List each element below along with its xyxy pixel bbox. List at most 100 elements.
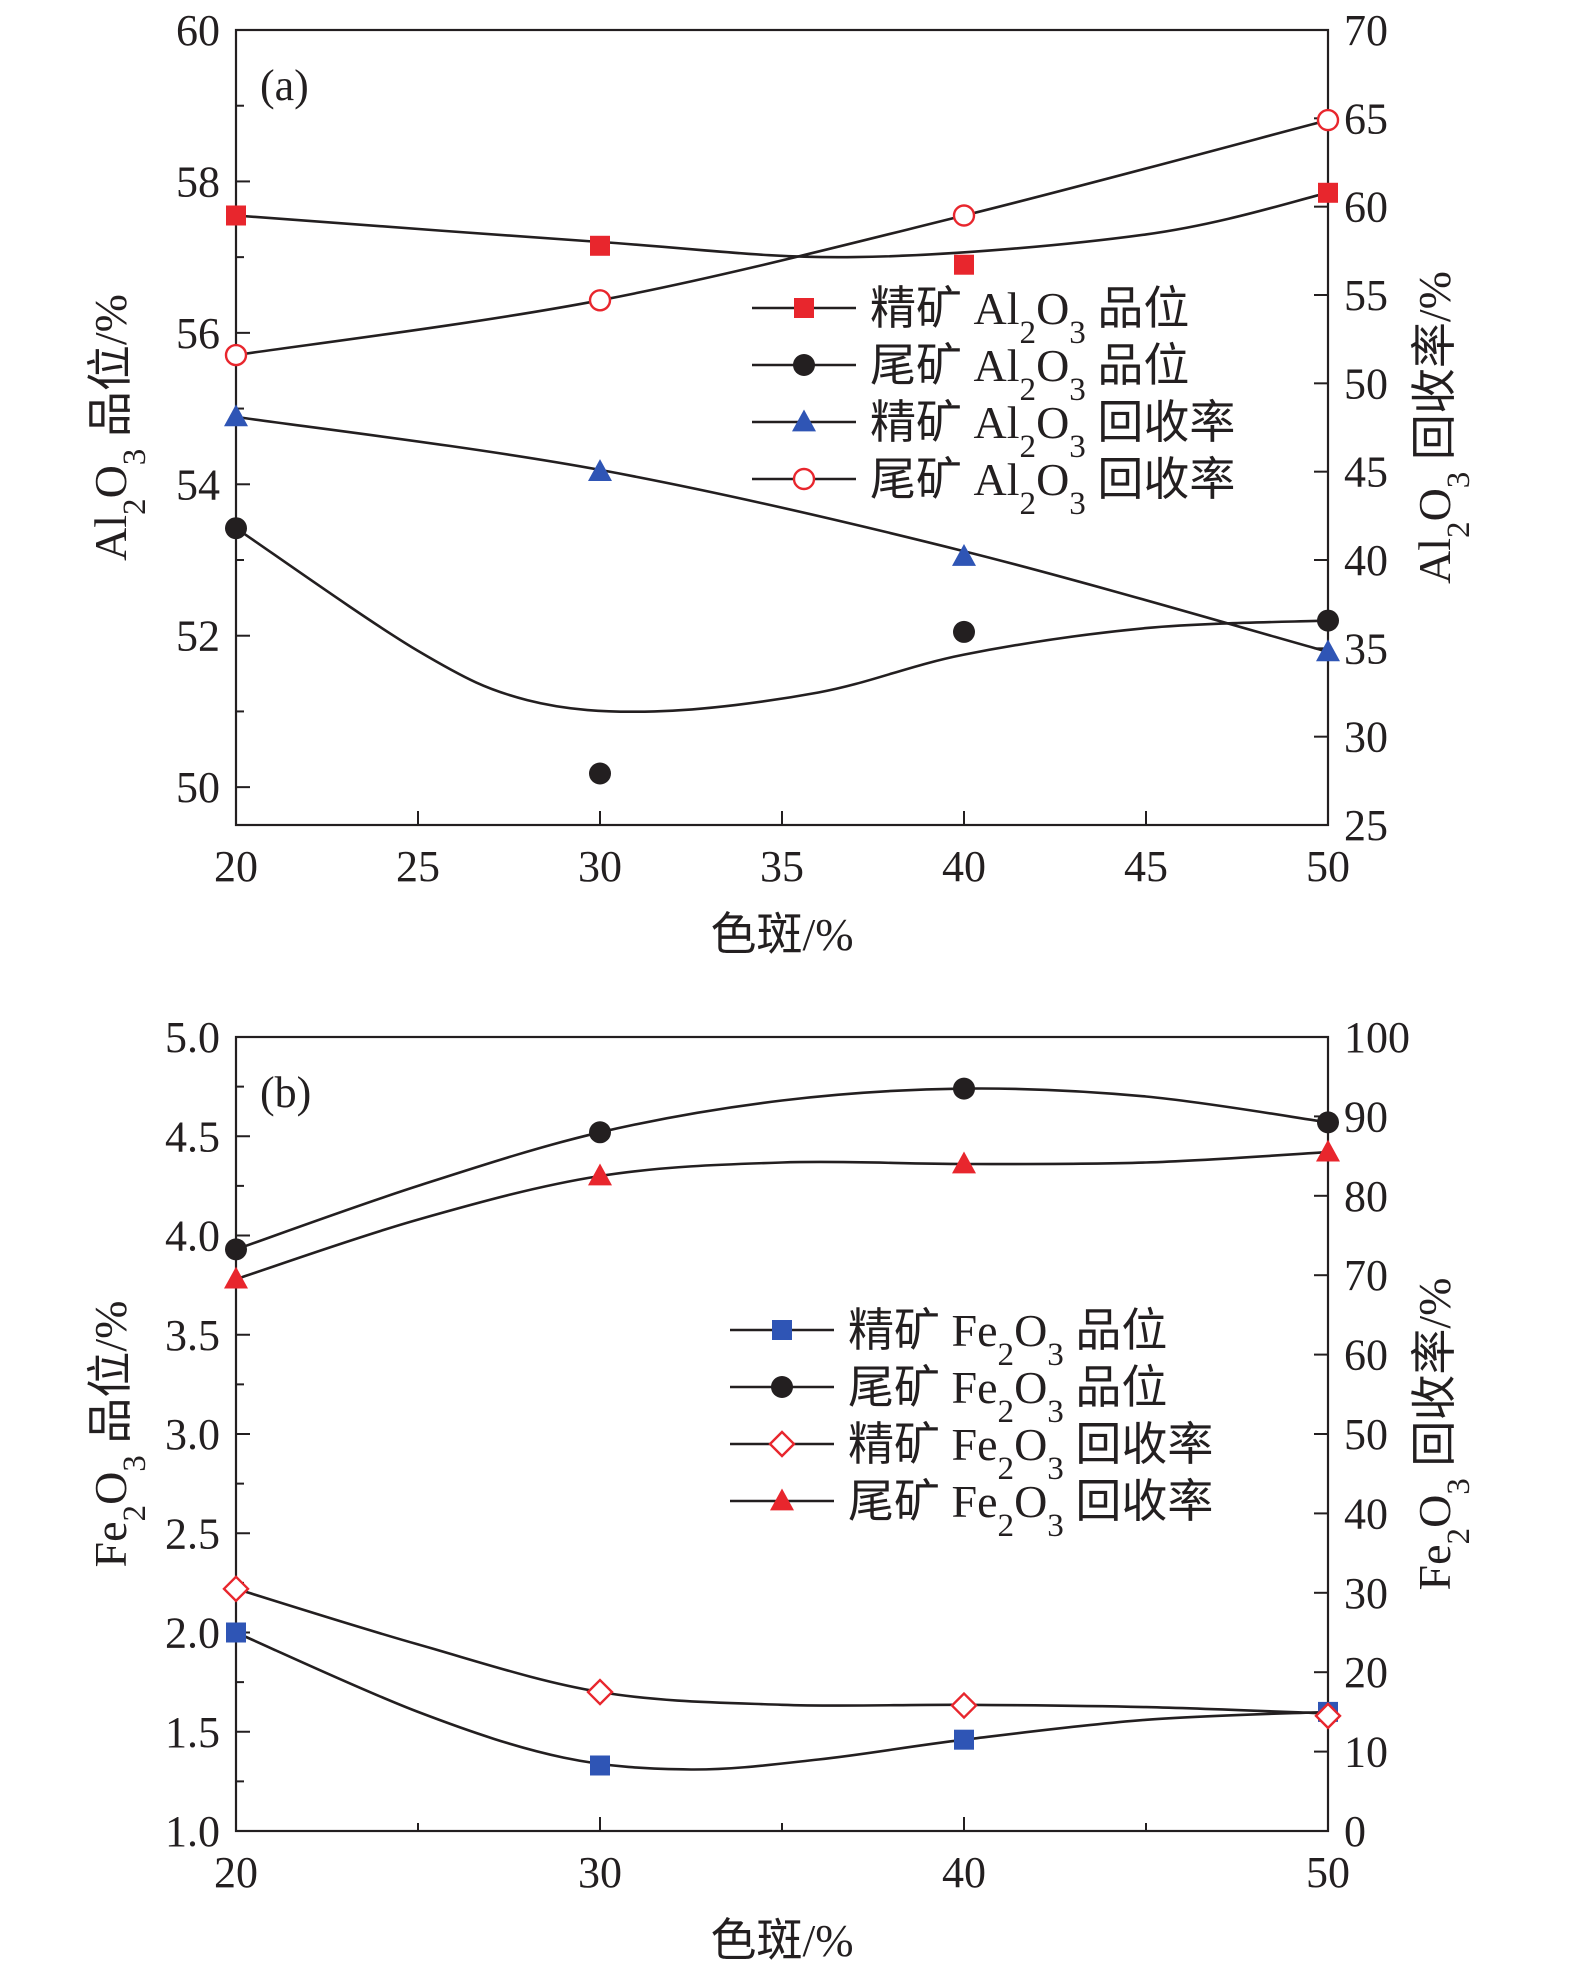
data-point (1317, 1111, 1339, 1134)
y-right-tick-label: 30 (1344, 1569, 1388, 1618)
data-point (952, 543, 976, 566)
data-point (1316, 1139, 1340, 1162)
y-left-tick-label: 2.5 (165, 1509, 220, 1558)
series-2 (225, 517, 1339, 785)
series-3 (224, 404, 1340, 662)
y-right-tick-label: 50 (1344, 1410, 1388, 1459)
x-tick-label: 35 (760, 842, 804, 891)
x-tick-label: 25 (396, 842, 440, 891)
series-line (235, 415, 1329, 654)
y-left-tick-label: 60 (176, 6, 220, 55)
legend-entry: 尾矿 Fe2O3 品位 (848, 1362, 1167, 1430)
y-left-tick-label: 54 (176, 460, 220, 509)
series-3 (222, 1575, 1342, 1730)
data-point (224, 1266, 248, 1289)
series-line (235, 118, 1329, 357)
data-point (589, 1121, 611, 1144)
legend-entry: 精矿 Al2O3 回收率 (870, 397, 1235, 465)
y-right-tick-label: 25 (1344, 801, 1388, 850)
data-point (224, 404, 248, 427)
data-point (225, 1238, 247, 1261)
x-tick-label: 20 (214, 842, 258, 891)
x-tick-label: 45 (1124, 842, 1168, 891)
data-point (953, 1077, 975, 1100)
data-point (588, 459, 612, 482)
y-left-tick-label: 5.0 (165, 1013, 220, 1062)
data-point (588, 1163, 612, 1186)
x-tick-label: 50 (1306, 842, 1350, 891)
y-right-tick-label: 60 (1344, 1331, 1388, 1380)
y-right-tick-label: 65 (1344, 94, 1388, 143)
series-line (235, 1631, 1329, 1771)
y-right-tick-label: 80 (1344, 1172, 1388, 1221)
y-left-tick-label: 3.0 (165, 1410, 220, 1459)
y-right-tick-label: 70 (1344, 1251, 1388, 1300)
y-left-tick-label: 4.5 (165, 1112, 220, 1161)
y-left-tick-label: 2.0 (165, 1609, 220, 1658)
y-right-axis-label: Al2O3 回收率/% (1409, 271, 1477, 584)
y-right-tick-label: 35 (1344, 624, 1388, 673)
y-left-axis-label: Al2O3 品位/% (85, 294, 153, 561)
series-line (235, 1150, 1329, 1281)
y-left-tick-label: 50 (176, 763, 220, 812)
data-point (224, 343, 248, 367)
x-tick-label: 40 (942, 1848, 986, 1897)
y-left-tick-label: 1.5 (165, 1708, 220, 1757)
chart-panel-a: 20 25 30 35 40 45 50 50 52 54 56 58 60 25 30 35 40 45 50 55… (85, 6, 1477, 960)
y-right-tick-label: 45 (1344, 448, 1388, 497)
panel-label: (b) (260, 1068, 311, 1117)
series-4 (224, 1139, 1340, 1289)
data-point (226, 205, 246, 226)
y-right-tick-label: 40 (1344, 1489, 1388, 1538)
legend-marker (768, 1430, 796, 1458)
data-point (588, 289, 612, 312)
y-right-tick-label: 0 (1344, 1807, 1366, 1856)
y-right-tick-label: 20 (1344, 1648, 1388, 1697)
series-2 (225, 1077, 1339, 1261)
y-left-tick-label: 4.0 (165, 1212, 220, 1261)
data-point (1316, 108, 1340, 132)
y-right-tick-label: 90 (1344, 1092, 1388, 1141)
series-line (235, 1587, 1329, 1715)
data-point (1314, 1702, 1342, 1730)
x-tick-label: 30 (578, 842, 622, 891)
chart-panel-b: 20 30 40 50 1.0 1.5 2.0 2.5 3.0 3.5 4.0 4.5 5.0 0 10 20… (85, 1013, 1477, 1966)
data-point (1316, 639, 1340, 662)
data-point (950, 1691, 978, 1720)
data-point (953, 620, 975, 643)
legend-entry: 精矿 Al2O3 品位 (870, 283, 1189, 351)
data-point (590, 1755, 610, 1776)
y-left-tick-label: 58 (176, 157, 220, 206)
legend-entry: 精矿 Fe2O3 品位 (848, 1305, 1167, 1373)
y-right-tick-label: 10 (1344, 1728, 1388, 1777)
x-tick-label: 30 (578, 1848, 622, 1897)
legend-entry: 尾矿 Al2O3 品位 (870, 340, 1189, 408)
legend-marker (771, 1376, 793, 1398)
x-tick-label: 50 (1306, 1848, 1350, 1897)
data-point (954, 254, 974, 275)
data-point (225, 517, 247, 540)
y-right-axis-label: Fe2O3 回收率/% (1409, 1278, 1477, 1591)
data-point (952, 204, 976, 227)
legend-entry: 精矿 Fe2O3 回收率 (848, 1419, 1213, 1487)
legend-marker (794, 298, 814, 318)
y-left-tick-label: 56 (176, 309, 220, 358)
y-right-tick-label: 55 (1344, 271, 1388, 320)
y-left-tick-label: 3.5 (165, 1311, 220, 1360)
legend-marker (772, 1320, 792, 1340)
x-tick-label: 40 (942, 842, 986, 891)
y-right-tick-label: 40 (1344, 536, 1388, 585)
y-left-axis-label: Fe2O3 品位/% (85, 1301, 153, 1568)
legend-entry: 尾矿 Al2O3 回收率 (870, 454, 1235, 522)
y-right-tick-label: 50 (1344, 359, 1388, 408)
legend-marker (770, 1488, 794, 1511)
data-point (1317, 609, 1339, 632)
legend-marker (792, 467, 816, 491)
legend-entry: 尾矿 Fe2O3 回收率 (848, 1476, 1213, 1544)
x-axis-label: 色斑/% (710, 909, 853, 960)
legend-marker (792, 409, 816, 432)
data-point (954, 1729, 974, 1750)
